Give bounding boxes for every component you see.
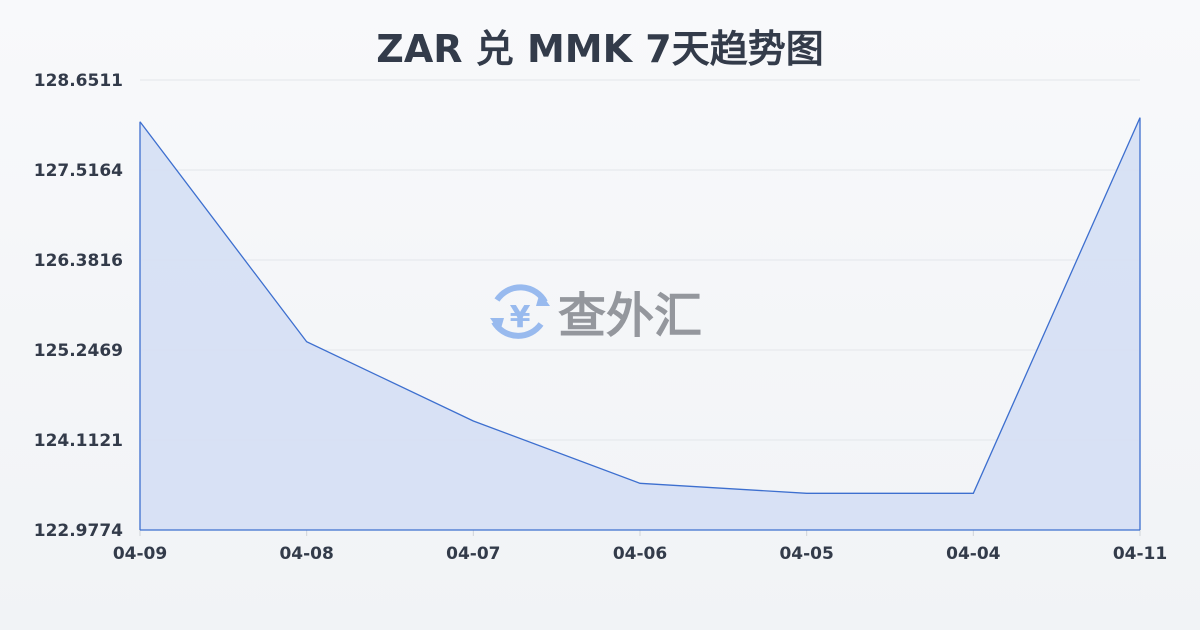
watermark-text: 查外汇 bbox=[558, 288, 702, 344]
x-tick-label: 04-05 bbox=[779, 544, 833, 564]
axes bbox=[139, 117, 1141, 536]
watermark: ¥ 查外汇 bbox=[490, 284, 702, 344]
x-tick-label: 04-04 bbox=[946, 544, 1001, 564]
y-tick-label: 127.5164 bbox=[34, 161, 123, 181]
y-tick-label: 125.2469 bbox=[34, 341, 123, 361]
y-tick-label: 128.6511 bbox=[34, 71, 123, 91]
x-tick-label: 04-11 bbox=[1113, 544, 1167, 564]
area-fill bbox=[140, 117, 1140, 530]
x-tick-label: 04-06 bbox=[613, 544, 667, 564]
svg-text:¥: ¥ bbox=[510, 300, 531, 335]
x-tick-label: 04-08 bbox=[279, 544, 333, 564]
y-tick-label: 126.3816 bbox=[34, 251, 123, 271]
y-tick-label: 122.9774 bbox=[34, 521, 123, 541]
y-axis-labels: 128.6511 127.5164 126.3816 125.2469 124.1121… bbox=[34, 71, 123, 541]
yen-exchange-icon: ¥ bbox=[490, 284, 550, 339]
x-tick-label: 04-07 bbox=[446, 544, 500, 564]
chart-title: ZAR 兑 MMK 7天趋势图 bbox=[376, 27, 824, 71]
y-tick-label: 124.1121 bbox=[34, 431, 123, 451]
x-tick-label: 04-09 bbox=[113, 544, 167, 564]
x-axis-labels: 04-09 04-08 04-07 04-06 04-05 04-04 04-11 bbox=[113, 544, 1167, 564]
